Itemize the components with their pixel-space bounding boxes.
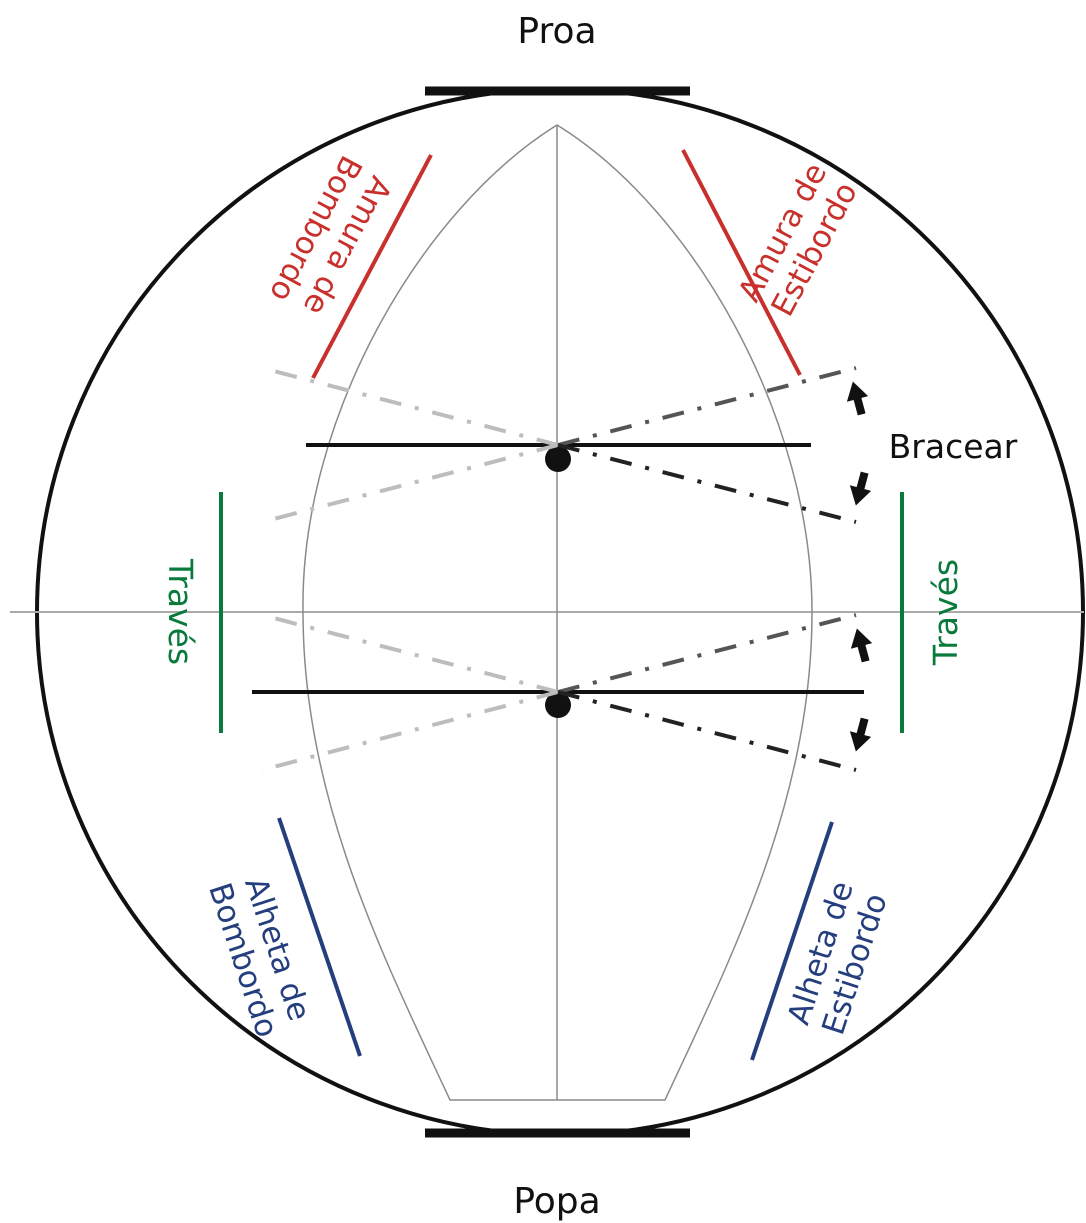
upper-mast: [545, 446, 571, 472]
bow-label: Proa: [517, 11, 596, 52]
upper-brace-stbd-fwd: [557, 366, 857, 447]
upper-arrow-up-icon: [846, 381, 869, 416]
upper-brace-stbd-aft: [557, 443, 857, 524]
port-bow-sector-line: [311, 154, 433, 379]
starboard-quarter-label: Alheta de Estibordo: [781, 877, 895, 1039]
lower-brace-port-fwd: [261, 613, 559, 694]
port-beam-label: Través: [161, 558, 200, 665]
lower-brace-port-aft: [261, 690, 559, 772]
port-quarter-sector-line: [277, 817, 362, 1057]
upper-brace-port-fwd: [261, 366, 559, 447]
upper-arrow-down-icon: [849, 471, 872, 506]
lower-mast: [545, 692, 571, 718]
port-bow-label: Amura de Bombordo: [262, 150, 399, 321]
starboard-quarter-sector-line: [750, 821, 834, 1061]
stern-label: Popa: [513, 1181, 600, 1222]
lower-arrow-up-icon: [850, 628, 873, 663]
lower-brace-stbd-aft: [557, 690, 857, 772]
port-quarter-label: Alheta de Bombordo: [201, 873, 317, 1042]
upper-brace-port-aft: [261, 443, 559, 524]
lower-arrow-down-icon: [849, 717, 872, 752]
starboard-beam-label: Través: [926, 559, 965, 666]
brace-label: Bracear: [889, 427, 1018, 466]
starboard-bow-label: Amura de Estibordo: [731, 157, 864, 322]
starboard-bow-sector-line: [681, 149, 802, 376]
